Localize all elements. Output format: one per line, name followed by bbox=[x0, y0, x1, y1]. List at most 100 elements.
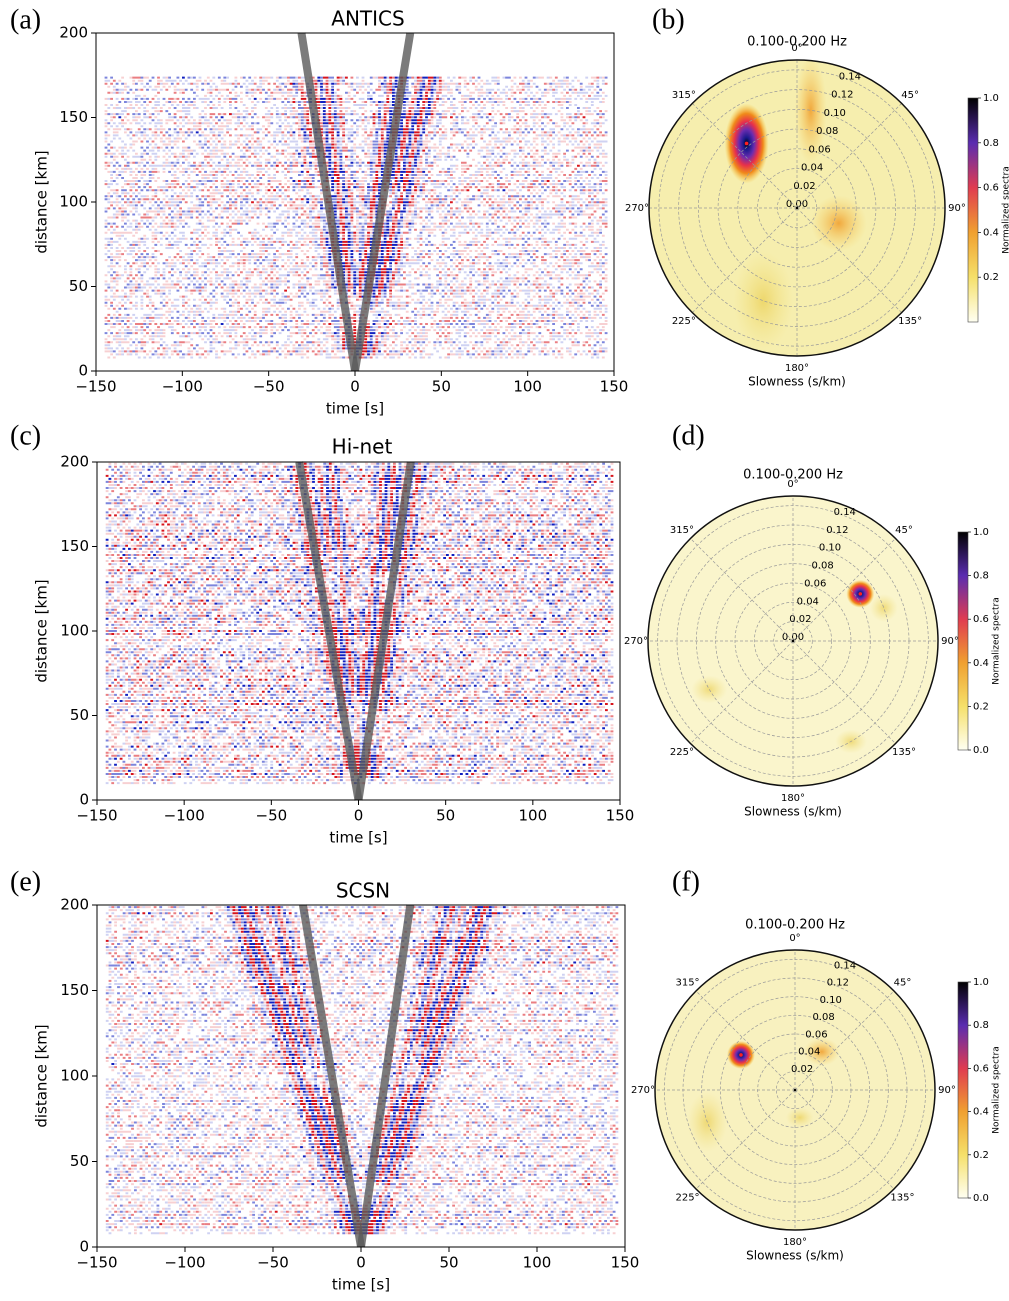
velocity-guide bbox=[297, 32, 359, 372]
colorbar-label: Normalized spectra bbox=[1002, 166, 1009, 254]
velocity-guide bbox=[357, 904, 415, 1248]
origin-marker bbox=[791, 639, 795, 643]
record-section bbox=[104, 32, 608, 372]
wavefield bbox=[105, 462, 614, 785]
x-tick-label: 150 bbox=[600, 378, 629, 396]
angle-tick-label: 0° bbox=[789, 933, 800, 944]
colorbar-tick-label: 0.6 bbox=[973, 614, 989, 625]
angle-tick-label: 180° bbox=[781, 793, 805, 804]
angle-tick-label: 315° bbox=[670, 525, 694, 536]
panel-label: (c) bbox=[10, 420, 41, 451]
radial-tick-label: 0.02 bbox=[791, 1064, 813, 1075]
angular-grid bbox=[794, 1089, 895, 1190]
radial-grid bbox=[701, 996, 889, 1184]
radial-grid bbox=[719, 1014, 871, 1166]
angular-grid bbox=[690, 538, 794, 642]
colorbar bbox=[967, 97, 979, 323]
radial-tick-label: 0.04 bbox=[801, 163, 823, 174]
colorbar-tick-label: 0.6 bbox=[983, 183, 999, 194]
spectral-blob bbox=[785, 1107, 814, 1128]
record-section bbox=[105, 904, 619, 1248]
radial-grid bbox=[678, 89, 916, 327]
radial-grid bbox=[697, 108, 897, 308]
y-tick-label: 50 bbox=[70, 706, 89, 724]
panel-label: (a) bbox=[10, 4, 41, 35]
panel-label: (d) bbox=[672, 420, 705, 451]
radial-grid bbox=[773, 621, 813, 661]
polar-plot: 0.00 0.02 0.04 0.06 0.08 0.10 0.12 0.14 0° 45° 90°… bbox=[625, 35, 1009, 389]
colorbar-tick-label: 0.4 bbox=[983, 227, 999, 238]
panel-label: (e) bbox=[10, 866, 41, 897]
wavefield bbox=[105, 462, 614, 785]
chart-title: 0.100-0.200 Hz bbox=[743, 468, 843, 483]
chart-title: 0.100-0.200 Hz bbox=[747, 35, 847, 50]
x-tick-label: −50 bbox=[257, 1254, 289, 1272]
wavefield bbox=[104, 76, 608, 359]
y-tick-label: 50 bbox=[70, 1152, 89, 1170]
radial-grid bbox=[737, 148, 857, 268]
peak-marker bbox=[744, 141, 749, 146]
chart-title: ANTICS bbox=[331, 7, 404, 31]
colorbar-tick-label: 0.2 bbox=[973, 1150, 989, 1161]
radial-tick-label: 0.12 bbox=[831, 90, 853, 101]
colorbar-tick-label: 0.6 bbox=[973, 1063, 989, 1074]
angle-tick-label: 180° bbox=[783, 1237, 807, 1248]
x-tick-label: 50 bbox=[432, 378, 451, 396]
angle-tick-label: 0° bbox=[791, 43, 802, 54]
radial-tick-label: 0.00 bbox=[786, 199, 808, 210]
radial-tick-label: 0.02 bbox=[789, 614, 811, 625]
spectral-blob bbox=[810, 195, 867, 252]
spectral-blob bbox=[794, 60, 827, 166]
colorbar-tick-label: 0.8 bbox=[973, 571, 989, 582]
x-tick-label: 0 bbox=[350, 378, 360, 396]
y-tick-label: 0 bbox=[79, 1238, 89, 1256]
angular-grid bbox=[792, 640, 896, 744]
x-tick-label: −50 bbox=[256, 807, 288, 825]
y-tick-label: 0 bbox=[79, 791, 89, 809]
colorbar-tick-label: 0.8 bbox=[983, 138, 999, 149]
angle-tick-label: 90° bbox=[948, 203, 966, 214]
radial-tick-label: 0.08 bbox=[816, 126, 838, 137]
polar-plot: 0.02 0.04 0.06 0.08 0.10 0.12 0.14 0° 45° 90° 135°… bbox=[631, 918, 1002, 1263]
y-tick-label: 150 bbox=[60, 981, 89, 999]
colorbar-tick-label: 0.4 bbox=[973, 658, 989, 669]
angle-tick-label: 135° bbox=[898, 316, 922, 327]
angular-grid bbox=[695, 1089, 796, 1190]
colorbar-tick-label: 0.0 bbox=[973, 1193, 989, 1204]
radial-grid bbox=[776, 187, 818, 229]
radial-tick-label: 0.04 bbox=[798, 1047, 820, 1058]
angle-tick-label: 270° bbox=[624, 636, 648, 647]
x-tick-label: 0 bbox=[356, 1254, 366, 1272]
angle-tick-label: 225° bbox=[670, 747, 694, 758]
spectral-blob bbox=[733, 250, 794, 351]
angular-grid bbox=[792, 538, 896, 642]
radial-grid bbox=[658, 69, 936, 347]
radial-tick-label: 0.04 bbox=[797, 596, 819, 607]
colorbar-tick-label: 1.0 bbox=[973, 977, 989, 988]
radial-tick-label: 0.08 bbox=[811, 561, 833, 572]
y-axis-label: distance [km] bbox=[33, 1024, 51, 1127]
angle-tick-label: 225° bbox=[672, 316, 696, 327]
radial-tick-label: 0.00 bbox=[782, 632, 804, 643]
polar-frame bbox=[647, 495, 939, 787]
radial-tick-label: 0.14 bbox=[834, 960, 856, 971]
wavefield bbox=[105, 462, 614, 785]
polar-frame bbox=[648, 59, 946, 357]
angle-tick-label: 270° bbox=[625, 203, 649, 214]
y-tick-label: 100 bbox=[60, 1067, 89, 1085]
angular-grid bbox=[794, 990, 895, 1091]
wavefield bbox=[105, 462, 614, 778]
panel-label: (b) bbox=[652, 4, 685, 35]
angular-grid bbox=[695, 990, 796, 1091]
x-tick-label: 100 bbox=[513, 378, 542, 396]
y-tick-label: 100 bbox=[59, 193, 88, 211]
velocity-guide bbox=[298, 904, 365, 1248]
x-axis-label: time [s] bbox=[329, 829, 387, 847]
x-tick-label: 50 bbox=[439, 1254, 458, 1272]
angle-tick-label: 135° bbox=[890, 1192, 914, 1203]
wavefield bbox=[105, 906, 619, 1235]
y-tick-label: 150 bbox=[59, 108, 88, 126]
velocity-guide bbox=[354, 461, 415, 801]
y-tick-label: 50 bbox=[69, 277, 88, 295]
